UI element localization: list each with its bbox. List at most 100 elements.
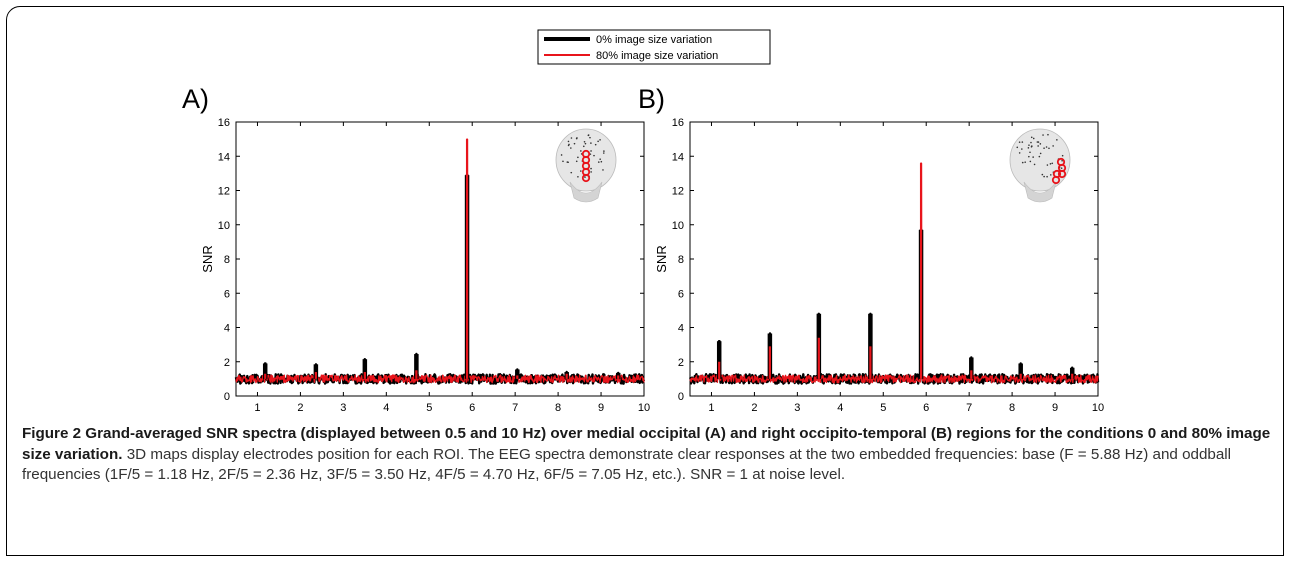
electrode-dot: [590, 171, 592, 173]
panel-label: A): [182, 84, 209, 114]
electrode-dot: [1027, 147, 1030, 149]
y-tick-label: 2: [224, 357, 230, 369]
head-shape: [1009, 128, 1071, 192]
x-tick-label: 9: [598, 402, 604, 414]
electrode-dot: [1049, 163, 1052, 165]
electrode-dot: [1018, 141, 1021, 143]
electrode-dot: [1030, 141, 1032, 144]
electrode-dot: [570, 147, 572, 149]
head-electrode-map-right-occipito-temporal-icon: [1009, 128, 1071, 203]
y-tick-label: 6: [224, 288, 230, 300]
electrode-dot: [589, 136, 591, 139]
y-tick-label: 12: [218, 186, 230, 198]
y-tick-label: 2: [678, 357, 684, 369]
electrode-dot: [1052, 145, 1054, 147]
x-tick-label: 2: [751, 402, 757, 414]
electrode-dot: [593, 154, 595, 157]
electrode-dot: [1039, 143, 1042, 145]
y-tick-label: 16: [672, 117, 684, 129]
electrode-dot: [1028, 155, 1030, 158]
y-tick-label: 8: [224, 254, 230, 266]
electrode-dot: [580, 150, 582, 152]
electrode-dot: [1039, 152, 1042, 155]
x-tick-label: 8: [1009, 402, 1015, 414]
electrode-dot: [1061, 154, 1064, 157]
x-tick-label: 4: [837, 402, 843, 414]
roi-electrode: [581, 173, 591, 183]
electrode-dot: [600, 160, 603, 163]
roi-electrode: [1056, 157, 1066, 167]
x-tick-label: 6: [469, 402, 475, 414]
electrode-dot: [1021, 141, 1024, 143]
y-tick-label: 6: [678, 288, 684, 300]
x-tick-label: 1: [254, 402, 260, 414]
roi-electrode: [1057, 169, 1067, 179]
electrode-dot: [577, 175, 579, 178]
electrode-dot: [562, 160, 564, 163]
x-tick-label: 7: [966, 402, 972, 414]
figure-charts: 0% image size variation 80% image size va…: [182, 29, 1104, 420]
electrode-dot: [1032, 137, 1035, 140]
y-tick-label: 14: [672, 151, 684, 163]
electrode-dot: [597, 140, 599, 143]
electrode-dot: [590, 167, 592, 170]
electrode-dot: [1030, 136, 1033, 139]
electrode-dot: [602, 169, 604, 171]
panel-label: B): [638, 84, 665, 114]
x-axis-label: Frequency (Hz): [395, 418, 485, 420]
electrode-dot: [577, 156, 579, 159]
electrode-dot: [590, 142, 592, 144]
electrode-dot: [570, 137, 573, 139]
electrode-dot: [1021, 161, 1024, 164]
y-tick-label: 4: [678, 323, 684, 335]
electrode-dot: [1021, 148, 1023, 150]
electrode-dot: [575, 137, 578, 140]
electrode-dot: [597, 161, 600, 163]
y-axis-label: SNR: [200, 245, 215, 272]
x-tick-label: 3: [794, 402, 800, 414]
y-tick-label: 0: [678, 391, 684, 403]
series-line-1: [689, 162, 1099, 384]
electrode-dot: [1046, 175, 1048, 178]
x-tick-label: 9: [1052, 402, 1058, 414]
electrode-dot: [583, 141, 586, 143]
y-tick-label: 16: [218, 117, 230, 129]
electrode-dot: [1043, 147, 1045, 149]
electrode-dot: [1018, 152, 1021, 154]
y-tick-label: 0: [224, 391, 230, 403]
electrode-dot: [1029, 151, 1031, 154]
x-tick-label: 5: [880, 402, 886, 414]
electrode-dot: [590, 150, 592, 152]
electrode-dot: [1045, 146, 1048, 148]
electrode-dot: [1056, 139, 1058, 141]
electrode-dot: [582, 145, 585, 148]
x-tick-label: 4: [383, 402, 389, 414]
y-tick-label: 10: [218, 220, 230, 232]
electrode-dot: [568, 143, 570, 146]
electrode-dot: [1038, 155, 1041, 158]
x-tick-label: 5: [426, 402, 432, 414]
electrode-dot: [567, 140, 570, 143]
y-tick-label: 8: [678, 254, 684, 266]
electrode-dot: [599, 139, 601, 141]
electrode-dot: [1028, 144, 1030, 146]
x-tick-label: 10: [1092, 402, 1104, 414]
legend-label-1: 80% image size variation: [596, 50, 718, 62]
electrode-dot: [584, 176, 586, 178]
electrode-dot: [1051, 162, 1054, 165]
electrode-dot: [1037, 145, 1039, 147]
y-axis-label: SNR: [654, 245, 669, 272]
electrode-dot: [1041, 173, 1044, 176]
roi-electrode: [1051, 175, 1061, 185]
electrode-dot: [1036, 141, 1039, 143]
x-tick-label: 6: [923, 402, 929, 414]
electrode-dot: [1032, 156, 1034, 158]
chart-panel-b: B)123456789100246810121416Frequency (Hz)…: [638, 84, 1104, 420]
electrode-dot: [603, 150, 605, 152]
electrode-dot: [570, 171, 573, 174]
series-line-1: [235, 138, 645, 384]
x-tick-label: 2: [297, 402, 303, 414]
electrode-dot: [1031, 145, 1033, 147]
electrode-dot: [573, 142, 576, 145]
electrode-dot: [1016, 146, 1019, 149]
